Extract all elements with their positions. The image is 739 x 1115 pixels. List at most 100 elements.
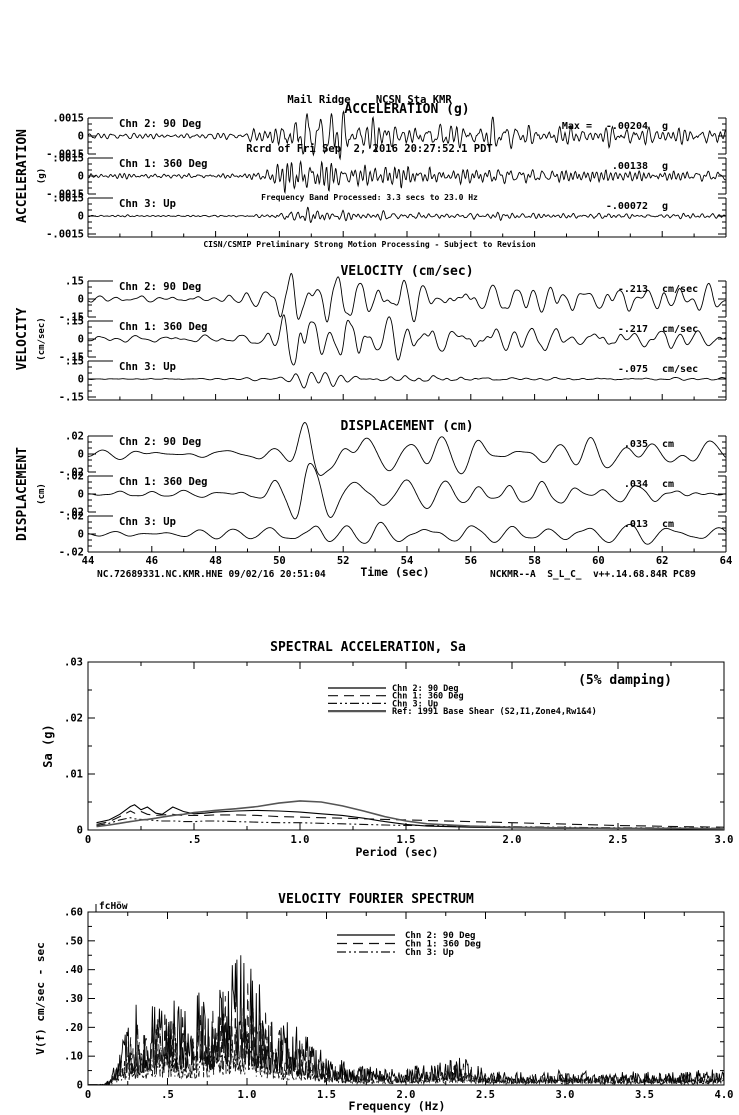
velocity-trace-2: .15 0 -.15 Chn 1: 360 Deg -.217 cm/sec xyxy=(59,314,727,366)
max-unit-label: cm/sec xyxy=(662,324,698,335)
xtick-label: 56 xyxy=(464,555,477,567)
vf-axis-label: V(f) cm/sec - sec xyxy=(34,942,47,1055)
channel-label: Chn 3: Up xyxy=(119,516,176,528)
displacement-trace-3: .02 0 -.02 Chn 3: Up .013 cm xyxy=(59,511,727,559)
legend-label: Chn 2: 90 Deg xyxy=(392,684,459,694)
max-unit-label: cm/sec xyxy=(662,364,698,375)
max-value-label: -.00072 xyxy=(606,201,648,212)
acceleration-chart: ACCELERATION (g) ACCELERATION (g) .0015 0 -.0… xyxy=(15,102,727,241)
waveform xyxy=(87,159,726,195)
ytick-label: .20 xyxy=(64,1022,83,1034)
ytick-label-zero: 0 xyxy=(78,449,84,461)
sa-series xyxy=(96,800,725,830)
ytick-label-zero: 0 xyxy=(78,294,84,306)
xtick-label: 54 xyxy=(401,555,414,567)
legend-label: Chn 3: Up xyxy=(392,699,438,709)
ytick-label-zero: 0 xyxy=(78,334,84,346)
ytick-label: 0 xyxy=(77,825,83,837)
ytick-label-max: .0015 xyxy=(52,113,84,125)
xtick-label: 50 xyxy=(273,555,286,567)
xtick-label: 2.0 xyxy=(397,1089,416,1101)
displacement-title: DISPLACEMENT (cm) xyxy=(340,419,473,434)
header-band-line: Frequency Band Processed: 3.3 secs to 23… xyxy=(261,193,478,202)
waveform xyxy=(87,521,726,545)
ytick-label-min: -.0015 xyxy=(46,189,84,201)
xtick-label: 3.0 xyxy=(556,1089,575,1101)
xtick-label: 60 xyxy=(592,555,605,567)
xtick-label: 1.5 xyxy=(397,834,416,846)
channel-label: Chn 3: Up xyxy=(119,198,176,210)
ytick-label-min: -.15 xyxy=(59,312,84,324)
spectral-acceleration-chart: SPECTRAL ACCELERATION, Sa (5% damping) 0 .5… xyxy=(41,640,733,859)
waveform xyxy=(87,206,726,223)
velocity-title: VELOCITY (cm/sec) xyxy=(340,264,473,279)
legend-label: Ref: 1991 Base Shear (S2,I1,Zone4,Rw1&4) xyxy=(392,707,597,717)
ytick-label-min: -.15 xyxy=(59,352,84,364)
displacement-chart: DISPLACEMENT (cm) DISPLACEMENT (cm) .02 0 -.0… xyxy=(15,419,732,579)
xtick-label: 1.0 xyxy=(291,834,310,846)
ytick-label: 0 xyxy=(77,1080,83,1092)
sa-axis-label: Sa (g) xyxy=(41,724,55,767)
fourier-title: VELOCITY FOURIER SPECTRUM xyxy=(278,892,474,907)
displacement-axis-label: DISPLACEMENT xyxy=(15,447,30,541)
xtick-label: 44 xyxy=(82,555,95,567)
channel-label: Chn 1: 360 Deg xyxy=(119,158,208,170)
velocity-trace-3: .15 0 -.15 Chn 3: Up -.075 cm/sec xyxy=(59,356,727,404)
header: Mail Ridge NCSN Sta KMR Rcrd of Fri Sep … xyxy=(0,57,739,287)
xtick-label: 52 xyxy=(337,555,350,567)
max-value-label: .035 xyxy=(624,439,648,450)
xtick-label: 3.5 xyxy=(635,1089,654,1101)
header-disclaimer-line: CISN/CSMIP Preliminary Strong Motion Pro… xyxy=(203,240,536,249)
max-unit-label: cm xyxy=(662,479,674,490)
sa-series xyxy=(96,817,725,829)
acceleration-trace-1: .0015 0 -.0015 Chn 2: 90 Deg Max = -.00204 g xyxy=(46,109,727,161)
ytick-label-zero: 0 xyxy=(78,489,84,501)
ytick-label-zero: 0 xyxy=(78,211,84,223)
max-prefix-label: Max = xyxy=(562,121,592,132)
displacement-trace-2: .02 0 -.02 Chn 1: 360 Deg .034 cm xyxy=(59,462,727,520)
fourier-spectrum-chart: VELOCITY FOURIER SPECTRUM fcHöw 0 .5 1.0 1.5 2… xyxy=(34,892,733,1113)
sa-series xyxy=(96,810,725,828)
ytick-label-max: .15 xyxy=(65,316,84,328)
xtick-label: 0 xyxy=(85,1089,91,1101)
ytick-label-zero: 0 xyxy=(78,171,84,183)
max-unit-label: g xyxy=(662,201,668,212)
velocity-chart: VELOCITY (cm/sec) VELOCITY (cm/sec) .15 0 -.1… xyxy=(15,264,727,404)
max-unit-label: cm/sec xyxy=(662,284,698,295)
max-unit-label: g xyxy=(662,121,668,132)
legend-label: Chn 1: 360 Deg xyxy=(392,692,464,702)
ytick-label: .03 xyxy=(64,657,83,669)
ytick-label: .40 xyxy=(64,964,83,976)
ytick-label: .30 xyxy=(64,993,83,1005)
fourier-series xyxy=(88,1026,725,1086)
xtick-label: 2.0 xyxy=(503,834,522,846)
displacement-trace-1: .02 0 -.02 Chn 2: 90 Deg .035 cm xyxy=(59,422,727,479)
velocity-trace-1: .15 0 -.15 Chn 2: 90 Deg -.213 cm/sec xyxy=(59,272,727,324)
sa-title: SPECTRAL ACCELERATION, Sa xyxy=(270,640,466,655)
displacement-axis-unit-label: (cm) xyxy=(37,483,47,505)
xtick-label: 62 xyxy=(656,555,669,567)
xtick-label: 58 xyxy=(528,555,541,567)
fourier-series xyxy=(88,981,725,1086)
acceleration-axis-unit-label: (g) xyxy=(37,168,47,184)
ytick-label-max: .02 xyxy=(65,431,84,443)
xtick-label: 2.5 xyxy=(476,1089,495,1101)
max-unit-label: cm xyxy=(662,519,674,530)
max-value-label: .00138 xyxy=(612,161,648,172)
ytick-label: .01 xyxy=(64,769,83,781)
ytick-label: .60 xyxy=(64,907,83,919)
xtick-label: .5 xyxy=(188,834,201,846)
max-value-label: .034 xyxy=(624,479,648,490)
xtick-label: 64 xyxy=(720,555,733,567)
footer-record-id: NC.72689331.NC.KMR.HNE 09/02/16 20:51:04 xyxy=(97,569,326,580)
channel-label: Chn 2: 90 Deg xyxy=(119,436,201,448)
acceleration-trace-3: .0015 0 -.0015 Chn 3: Up -.00072 g xyxy=(46,193,727,241)
acceleration-trace-2: .0015 0 -.0015 Chn 1: 360 Deg .00138 g xyxy=(46,153,727,201)
waveform xyxy=(87,462,726,520)
ytick-label-max: .02 xyxy=(65,511,84,523)
xtick-label: 46 xyxy=(145,555,158,567)
ytick-label-zero: 0 xyxy=(78,529,84,541)
xtick-label: 1.5 xyxy=(317,1089,336,1101)
sa-series xyxy=(96,804,724,830)
